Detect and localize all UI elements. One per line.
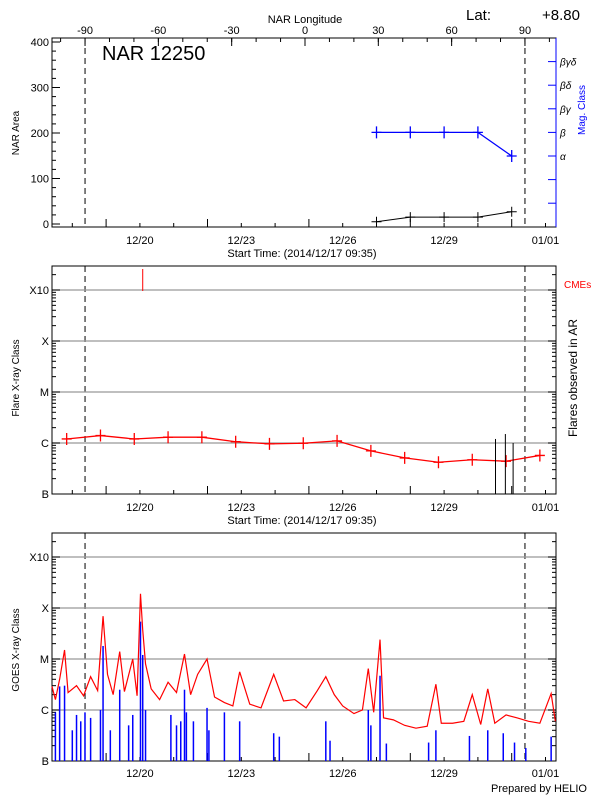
flare-point bbox=[163, 431, 174, 444]
x-tick-label: 01/01 bbox=[532, 235, 560, 247]
mag-point bbox=[371, 126, 382, 139]
lat-label: Lat: bbox=[466, 7, 491, 24]
mag-point bbox=[472, 126, 483, 139]
y-tick-label: X bbox=[42, 336, 50, 348]
x-tick-label: 12/29 bbox=[430, 502, 458, 514]
panel1-y2label: Mag. Class bbox=[577, 85, 588, 135]
x-tick-label: 12/26 bbox=[329, 768, 357, 780]
panel2-y2label: Flares observed in AR bbox=[566, 319, 580, 437]
y-tick-label: 200 bbox=[31, 128, 49, 140]
x-tick-label: 12/20 bbox=[126, 235, 154, 247]
panel3-frame bbox=[51, 532, 557, 762]
lat-value: +8.80 bbox=[542, 7, 580, 24]
mag-tick-label: βγ bbox=[559, 105, 572, 116]
x-tick-label: 12/20 bbox=[126, 768, 154, 780]
x-tick-label: 12/23 bbox=[228, 502, 256, 514]
x-tick-label: 12/23 bbox=[228, 235, 256, 247]
flare-point bbox=[95, 429, 106, 442]
y-tick-label: M bbox=[40, 654, 49, 666]
panel1-xlabel: Start Time: (2014/12/17 09:35) bbox=[227, 248, 376, 260]
cme-label: CMEs bbox=[564, 280, 591, 291]
panel1-ylabel: NAR Area bbox=[11, 110, 22, 155]
panel2-xlabel: Start Time: (2014/12/17 09:35) bbox=[227, 515, 376, 527]
mag-point bbox=[405, 126, 416, 139]
mag-tick-label: α bbox=[560, 152, 566, 163]
flare-point bbox=[399, 451, 410, 464]
y-tick-label: X10 bbox=[29, 285, 49, 297]
flare-point bbox=[264, 437, 275, 450]
lon-tick-label: -60 bbox=[150, 25, 166, 37]
flare-point bbox=[534, 449, 545, 462]
flare-point bbox=[433, 456, 444, 469]
y-tick-label: 400 bbox=[31, 37, 49, 49]
flare-point bbox=[196, 431, 207, 444]
panel2-ylabel: Flare X-ray Class bbox=[11, 339, 22, 416]
flare-point bbox=[467, 453, 478, 466]
lon-tick-label: -90 bbox=[77, 25, 93, 37]
lon-tick-label: -30 bbox=[224, 25, 240, 37]
flare-point bbox=[230, 435, 241, 448]
flare-point bbox=[61, 432, 72, 445]
area-point bbox=[405, 212, 416, 223]
y-tick-label: B bbox=[42, 756, 49, 768]
mag-tick-label: β bbox=[559, 128, 566, 139]
y-tick-label: C bbox=[41, 705, 49, 717]
top-axis-label: NAR Longitude bbox=[268, 14, 343, 26]
panel1-title: NAR 12250 bbox=[102, 43, 205, 65]
area-point bbox=[439, 212, 450, 223]
y-tick-label: 100 bbox=[31, 174, 49, 186]
goes-long-line bbox=[51, 593, 556, 729]
y-tick-label: 0 bbox=[43, 219, 49, 231]
x-tick-label: 12/29 bbox=[430, 768, 458, 780]
x-tick-label: 01/01 bbox=[532, 502, 560, 514]
x-tick-label: 12/26 bbox=[329, 502, 357, 514]
lon-tick-label: 60 bbox=[446, 25, 458, 37]
footer-credit: Prepared by HELIO bbox=[491, 783, 587, 795]
x-tick-label: 12/29 bbox=[430, 235, 458, 247]
flare-point bbox=[501, 455, 512, 468]
mag-tick-label: βγδ bbox=[559, 58, 577, 69]
y-tick-label: C bbox=[41, 438, 49, 450]
lon-tick-label: 0 bbox=[302, 25, 308, 37]
flare-point bbox=[298, 437, 309, 450]
x-tick-label: 01/01 bbox=[532, 768, 560, 780]
mag-point bbox=[439, 126, 450, 139]
area-point bbox=[506, 206, 517, 217]
area-point bbox=[472, 212, 483, 223]
flare-point bbox=[129, 432, 140, 445]
lon-tick-label: 90 bbox=[519, 25, 531, 37]
x-tick-label: 12/26 bbox=[329, 235, 357, 247]
y-tick-label: M bbox=[40, 387, 49, 399]
mag-point bbox=[506, 150, 517, 162]
area-point bbox=[371, 216, 382, 227]
x-tick-label: 12/20 bbox=[126, 502, 154, 514]
y-tick-label: X10 bbox=[29, 552, 49, 564]
x-tick-label: 12/23 bbox=[228, 768, 256, 780]
flare-point bbox=[332, 434, 343, 447]
panel3-ylabel: GOES X-ray Class bbox=[11, 608, 22, 691]
flare-point bbox=[365, 444, 376, 457]
y-tick-label: 300 bbox=[31, 83, 49, 95]
lon-tick-label: 30 bbox=[372, 25, 384, 37]
y-tick-label: X bbox=[42, 603, 50, 615]
mag-tick-label: βδ bbox=[559, 81, 572, 92]
panel2-frame bbox=[51, 265, 557, 495]
y-tick-label: B bbox=[42, 489, 49, 501]
